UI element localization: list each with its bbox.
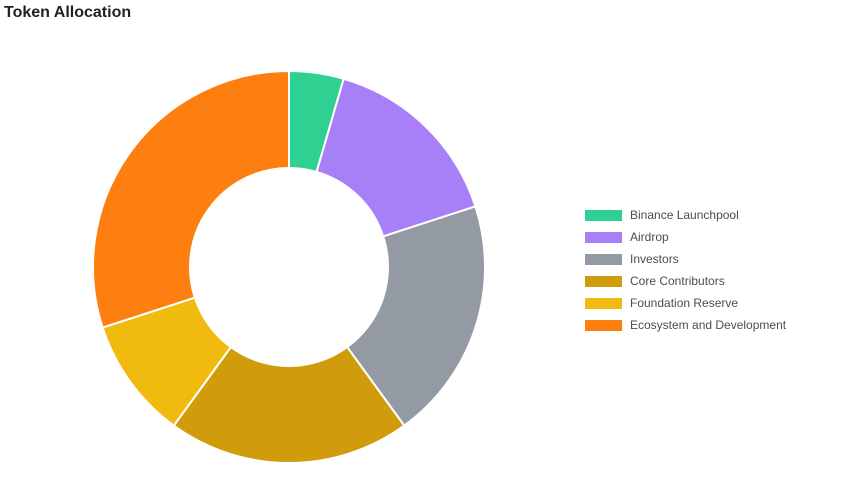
legend-label: Airdrop xyxy=(630,230,669,244)
legend-swatch xyxy=(585,297,622,309)
chart-title: Token Allocation xyxy=(4,4,132,21)
legend-item-core-contributors[interactable]: Core Contributors xyxy=(585,270,786,292)
legend-swatch xyxy=(585,253,622,265)
slice-core-contributors[interactable] xyxy=(172,345,406,464)
legend-swatch xyxy=(585,275,622,287)
slice-ecosystem-and-development[interactable] xyxy=(92,69,290,329)
legend-label: Investors xyxy=(630,252,679,266)
legend-label: Core Contributors xyxy=(630,274,725,288)
legend-label: Foundation Reserve xyxy=(630,296,739,310)
legend-swatch xyxy=(585,319,622,331)
legend-item-ecosystem-and-development[interactable]: Ecosystem and Development xyxy=(585,314,786,336)
slice-airdrop[interactable] xyxy=(315,77,477,238)
legend-item-foundation-reserve[interactable]: Foundation Reserve xyxy=(585,292,786,314)
legend-swatch xyxy=(585,231,622,243)
legend-label: Ecosystem and Development xyxy=(630,318,787,332)
legend-item-investors[interactable]: Investors xyxy=(585,248,786,270)
legend-item-binance-launchpool[interactable]: Binance Launchpool xyxy=(585,204,786,226)
chart-legend: Binance Launchpool Airdrop Investors Core C… xyxy=(585,204,786,336)
slice-investors[interactable] xyxy=(345,205,486,427)
legend-swatch xyxy=(585,209,622,221)
legend-label: Binance Launchpool xyxy=(630,208,739,222)
legend-item-airdrop[interactable]: Airdrop xyxy=(585,226,786,248)
